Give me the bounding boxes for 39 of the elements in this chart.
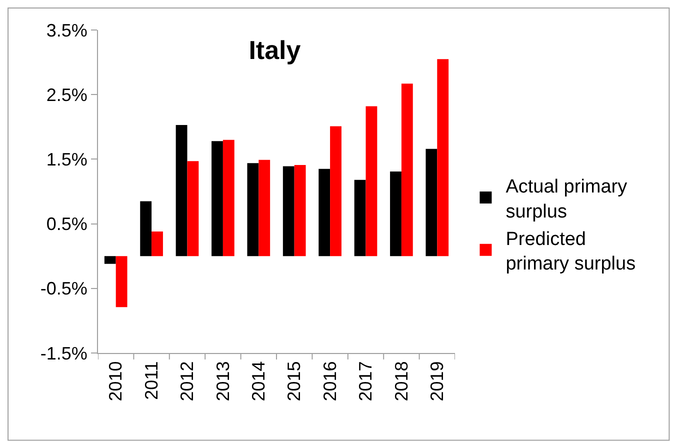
bar	[176, 124, 188, 256]
x-tick-label: 2014	[248, 361, 268, 402]
bar	[212, 141, 223, 256]
x-tick-label: 2010	[106, 361, 126, 402]
y-tick-label: 2.5%	[46, 84, 88, 105]
bar	[104, 256, 116, 264]
bar	[366, 106, 378, 256]
bar	[390, 171, 402, 256]
bar	[401, 84, 413, 256]
x-tick-label: 2013	[212, 361, 233, 402]
legend-label: Actual primary surplus	[506, 176, 628, 222]
y-tick-label: 3.5%	[46, 20, 88, 40]
y-tick-label: 0.5%	[46, 214, 88, 234]
y-tick-label: -1.5%	[40, 343, 88, 364]
x-tick-label: 2017	[356, 361, 376, 402]
chart-title: Italy	[248, 34, 302, 65]
bar	[140, 201, 152, 256]
x-tick-label: 2018	[391, 361, 412, 402]
bar	[282, 166, 294, 256]
y-tick-label: -0.5%	[40, 278, 88, 299]
x-tick-label: 2011	[141, 361, 162, 400]
bar	[437, 59, 449, 256]
bar	[426, 148, 438, 256]
bar	[222, 140, 234, 256]
x-tick-label: 2016	[320, 361, 340, 402]
bar	[294, 165, 306, 256]
bar	[318, 168, 330, 256]
y-tick-label: 1.5%	[46, 150, 88, 170]
bar	[258, 160, 270, 256]
legend-label: Predicted primary surplus	[506, 228, 636, 275]
x-tick-label: 2019	[427, 361, 447, 402]
bar	[116, 256, 128, 308]
x-tick-label: 2012	[177, 361, 198, 402]
bar	[152, 232, 163, 256]
bar	[354, 180, 366, 256]
bar	[247, 163, 259, 256]
bar	[187, 161, 199, 256]
bar	[330, 126, 342, 256]
x-tick-label: 2015	[284, 361, 304, 402]
